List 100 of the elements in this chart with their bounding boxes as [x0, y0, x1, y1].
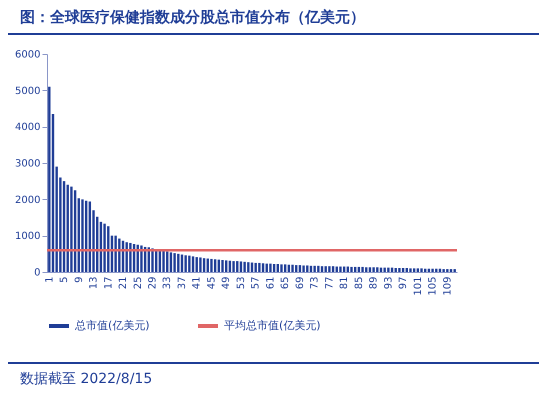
bar [236, 261, 238, 272]
bar [66, 184, 69, 272]
bar [148, 247, 150, 272]
y-tick-label: 0 [34, 268, 40, 278]
text: 数据截至 2022/8/15 [8, 362, 539, 394]
bar [383, 268, 386, 272]
bar [313, 266, 316, 272]
bar [218, 260, 220, 272]
bar [254, 262, 257, 272]
bar [288, 264, 290, 272]
x-tick-label: 105 [428, 276, 439, 296]
y-tick-label: 3000 [15, 158, 40, 170]
bar [317, 266, 320, 272]
bar [332, 266, 334, 272]
x-tick-label: 29 [147, 276, 158, 290]
x-tick-label: 37 [176, 276, 188, 290]
x-tick-label: 73 [310, 276, 321, 290]
bar [306, 265, 308, 272]
bar [295, 265, 298, 272]
y-tick-label: 4000 [15, 122, 40, 134]
bar [365, 267, 368, 272]
bar [170, 252, 172, 272]
bar [358, 266, 360, 272]
bar [184, 255, 187, 272]
bar [394, 268, 397, 272]
bar [324, 266, 327, 272]
bar [298, 265, 302, 272]
legend-label: 总市值(亿美元) [74, 319, 150, 332]
bar [196, 257, 198, 272]
bar [342, 266, 346, 272]
x-tick-label: 77 [324, 276, 336, 290]
x-tick-label: 9 [74, 276, 85, 283]
x-tick-label: 21 [118, 276, 130, 290]
bar [88, 202, 92, 272]
y-tick-label: 2000 [15, 194, 40, 206]
x-tick-label: 97 [398, 276, 410, 290]
bar [262, 263, 264, 272]
bar [387, 268, 390, 272]
bar [276, 264, 279, 272]
bar [177, 254, 180, 272]
x-tick-label: 101 [412, 276, 424, 296]
chart-title: 图：全球医疗保健指数成分股总市值分布（亿美元） [8, 0, 539, 35]
legend-label: 平均总市值(亿美元) [224, 319, 321, 332]
bar [406, 268, 408, 272]
bar [199, 257, 202, 272]
x-tick-label: 5 [59, 276, 70, 283]
x-tick-label: 61 [265, 276, 276, 290]
bar [424, 268, 426, 272]
bar [129, 242, 132, 272]
bar [166, 252, 168, 272]
bar [302, 265, 305, 272]
bar [173, 253, 176, 272]
bar [232, 261, 235, 272]
bar [446, 269, 449, 272]
y-tick-label: 5000 [15, 86, 40, 97]
x-tick-label: 13 [88, 276, 100, 290]
bar [225, 260, 228, 272]
bar [258, 262, 261, 272]
x-tick-label: 33 [162, 276, 174, 290]
x-tick-label: 53 [236, 276, 247, 290]
bar [48, 86, 50, 272]
bar [266, 264, 268, 272]
bar [144, 246, 146, 272]
bar [354, 266, 356, 272]
bar [107, 226, 110, 272]
x-tick-label: 25 [132, 276, 144, 290]
x-tick-label: 17 [103, 276, 114, 290]
x-tick-label: 81 [339, 276, 350, 290]
bar [402, 268, 404, 272]
bar [240, 261, 242, 272]
x-tick-label: 69 [294, 276, 306, 290]
bar [412, 268, 416, 272]
bar [136, 244, 139, 272]
bar [328, 266, 331, 272]
bar [454, 269, 456, 272]
bar [361, 266, 364, 272]
bar [158, 250, 162, 272]
bar [272, 264, 276, 272]
bar [214, 259, 216, 272]
x-tick-label: 41 [192, 276, 203, 290]
x-tick-label: 1 [44, 276, 56, 283]
bar [438, 268, 442, 272]
bar [284, 264, 286, 272]
x-tick-label: 57 [250, 276, 262, 290]
bar [202, 258, 206, 272]
bar [398, 268, 401, 272]
bar [70, 186, 73, 272]
bar [431, 268, 434, 272]
x-tick-label: 109 [442, 276, 454, 296]
x-tick-label: 89 [368, 276, 380, 290]
bar [74, 190, 76, 272]
bar [376, 267, 378, 272]
y-tick-label: 6000 [15, 50, 40, 60]
bar [103, 224, 106, 272]
bar [269, 264, 272, 272]
bar [247, 262, 250, 272]
bar [114, 236, 117, 272]
bar [435, 268, 438, 272]
bar [243, 262, 246, 272]
bar [416, 268, 420, 272]
